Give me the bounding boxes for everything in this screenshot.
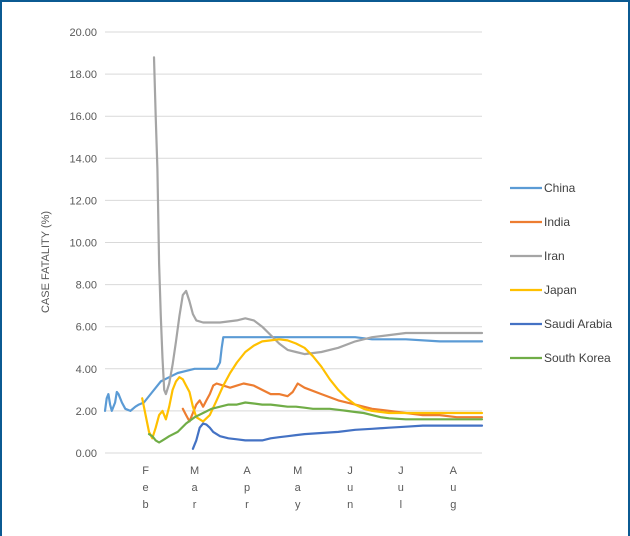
y-tick-label: 14.00 [69, 153, 97, 165]
series-line-south-korea [147, 401, 484, 444]
legend: China India Iran Japan Saudi Arabia South Kor… [510, 181, 612, 365]
x-tick-label: J [347, 465, 353, 477]
x-tick-label: r [245, 499, 249, 511]
y-tick-label: 4.00 [76, 364, 97, 376]
y-tick-label: 18.00 [69, 69, 97, 81]
y-tick-label: 8.00 [76, 280, 97, 292]
x-tick-label: A [243, 465, 251, 477]
x-tick-label: u [347, 482, 353, 494]
x-tick-label: A [450, 465, 458, 477]
x-tick-label: u [450, 482, 456, 494]
series-line-japan [141, 338, 484, 440]
x-tick-label: J [398, 465, 404, 477]
series-line-india [181, 382, 484, 423]
legend-label: China [544, 181, 576, 195]
legend-label: South Korea [544, 351, 611, 365]
y-axis-ticks: 0.00 2.00 4.00 6.00 8.00 10.00 12.00 14.00 16.00… [69, 27, 97, 460]
series-line-saudi-arabia [191, 422, 484, 450]
x-tick-label: M [190, 465, 199, 477]
y-tick-label: 16.00 [69, 111, 97, 123]
x-tick-label: g [450, 499, 456, 511]
x-tick-label: l [400, 499, 402, 511]
y-tick-label: 20.00 [69, 27, 97, 39]
legend-label: Saudi Arabia [544, 317, 612, 331]
x-tick-label: y [295, 499, 301, 511]
x-tick-label: u [398, 482, 404, 494]
x-tick-label: e [143, 482, 149, 494]
y-tick-label: 6.00 [76, 322, 97, 334]
series-lines [103, 56, 484, 450]
legend-label: Iran [544, 249, 565, 263]
x-tick-label: n [347, 499, 353, 511]
y-tick-label: 2.00 [76, 406, 97, 418]
legend-label: Japan [544, 283, 577, 297]
series-line-china [103, 336, 484, 412]
x-tick-label: b [143, 499, 149, 511]
series-line-iran [152, 56, 484, 396]
x-tick-label: M [293, 465, 302, 477]
legend-label: India [544, 215, 570, 229]
y-tick-label: 12.00 [69, 195, 97, 207]
x-tick-label: p [244, 482, 250, 494]
x-tick-label: F [142, 465, 149, 477]
y-tick-label: 0.00 [76, 448, 97, 460]
x-tick-label: a [192, 482, 199, 494]
x-tick-label: r [193, 499, 197, 511]
y-axis-label: CASE FATALITY (%) [40, 211, 52, 313]
x-tick-label: a [295, 482, 302, 494]
y-tick-label: 10.00 [69, 238, 97, 250]
